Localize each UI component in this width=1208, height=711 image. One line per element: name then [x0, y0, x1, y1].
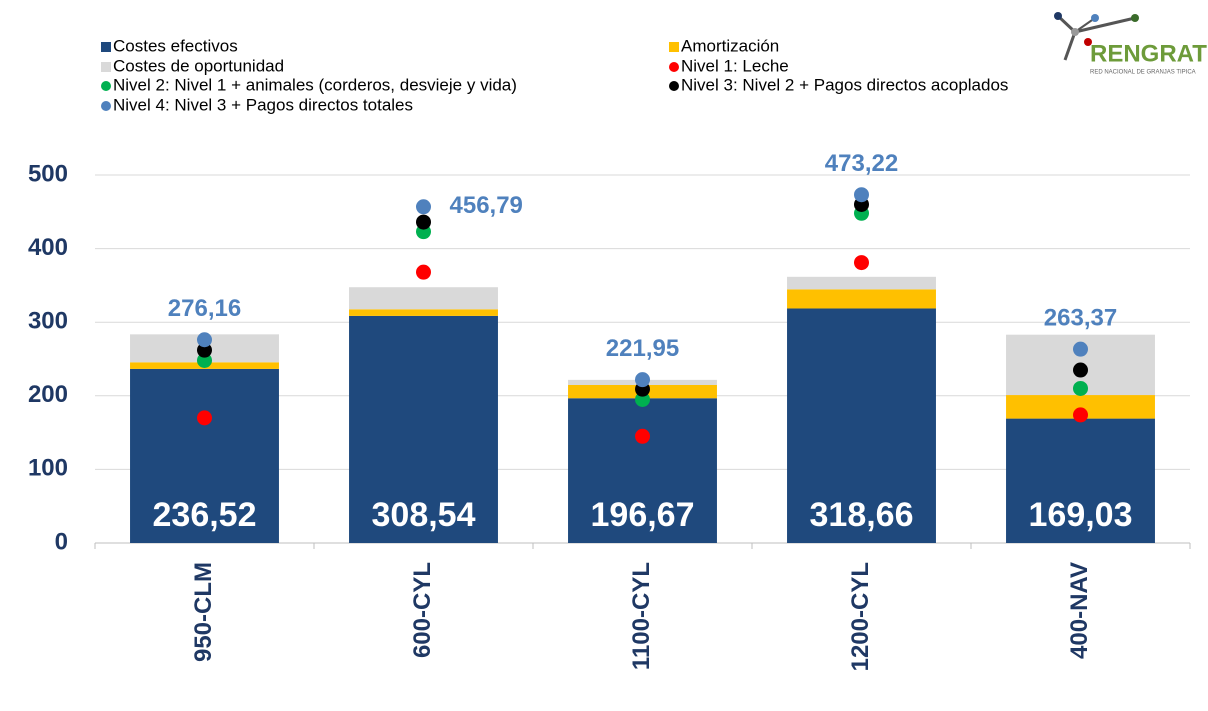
bar-label: 318,66 — [810, 496, 914, 534]
dot — [854, 255, 869, 271]
bar-segment — [349, 315, 498, 543]
logo-text: RENGRAT — [1090, 40, 1207, 67]
legend-label: Amortización — [681, 36, 779, 55]
legend-marker — [101, 101, 111, 111]
legend-marker — [669, 81, 679, 91]
y-tick-label: 500 — [28, 160, 68, 187]
y-tick-label: 400 — [28, 234, 68, 261]
bar-label: 169,03 — [1029, 496, 1133, 534]
legend-marker — [101, 81, 111, 91]
bar-segment — [1006, 418, 1155, 543]
legend-label: Nivel 3: Nivel 2 + Pagos directos acopla… — [681, 75, 1008, 94]
bar-segment — [349, 309, 498, 316]
dot — [635, 391, 650, 407]
dot — [197, 332, 212, 348]
legend-label: Costes de oportunidad — [113, 56, 284, 75]
y-tick-label: 0 — [55, 528, 68, 555]
logo: RENGRAT RED NACIONAL DE GRANJAS TIPICA — [1054, 12, 1207, 76]
dot-label: 221,95 — [606, 335, 679, 362]
bar-segment — [1006, 395, 1155, 419]
dot — [635, 372, 650, 388]
dot — [635, 428, 650, 444]
x-tick-label: 1200-CYL — [847, 562, 874, 671]
bar-label: 308,54 — [372, 496, 476, 534]
bar-segment — [787, 289, 936, 309]
dot-label: 276,16 — [168, 295, 241, 322]
bar-segment — [787, 276, 936, 290]
legend-marker — [101, 62, 111, 72]
dot — [416, 264, 431, 280]
x-tick-label: 600-CYL — [409, 562, 436, 658]
dot — [1073, 407, 1088, 423]
dot — [197, 342, 212, 358]
dot-label: 263,37 — [1044, 305, 1117, 332]
y-tick-label: 200 — [28, 381, 68, 408]
legend-marker — [669, 62, 679, 72]
logo-subtitle: RED NACIONAL DE GRANJAS TIPICA — [1090, 70, 1196, 76]
legend-label: Nivel 2: Nivel 1 + animales (corderos, d… — [113, 75, 517, 94]
legend-marker — [101, 42, 111, 52]
y-tick-label: 300 — [28, 308, 68, 335]
dot — [1073, 380, 1088, 396]
bar-segment — [568, 398, 717, 543]
bar-label: 196,67 — [591, 496, 695, 534]
dot — [1073, 341, 1088, 357]
bar-segment — [349, 287, 498, 310]
dot — [1073, 362, 1088, 378]
bar-segment — [130, 368, 279, 543]
x-tick-label: 950-CLM — [190, 562, 217, 662]
dot — [416, 214, 431, 230]
bar-segment — [787, 308, 936, 543]
dot — [416, 199, 431, 215]
y-tick-label: 100 — [28, 455, 68, 482]
bar-label: 236,52 — [153, 496, 257, 534]
x-tick-label: 1100-CYL — [628, 562, 655, 670]
dot — [197, 410, 212, 426]
dot — [197, 352, 212, 368]
legend-label: Costes efectivos — [113, 36, 238, 55]
dot-label: 473,22 — [825, 150, 898, 177]
legend-label: Nivel 1: Leche — [681, 56, 789, 75]
legend-marker — [669, 42, 679, 52]
dot-label: 456,79 — [450, 192, 523, 219]
legend-label: Nivel 4: Nivel 3 + Pagos directos totale… — [113, 95, 413, 114]
dot — [854, 187, 869, 203]
x-tick-label: 400-NAV — [1066, 562, 1093, 659]
